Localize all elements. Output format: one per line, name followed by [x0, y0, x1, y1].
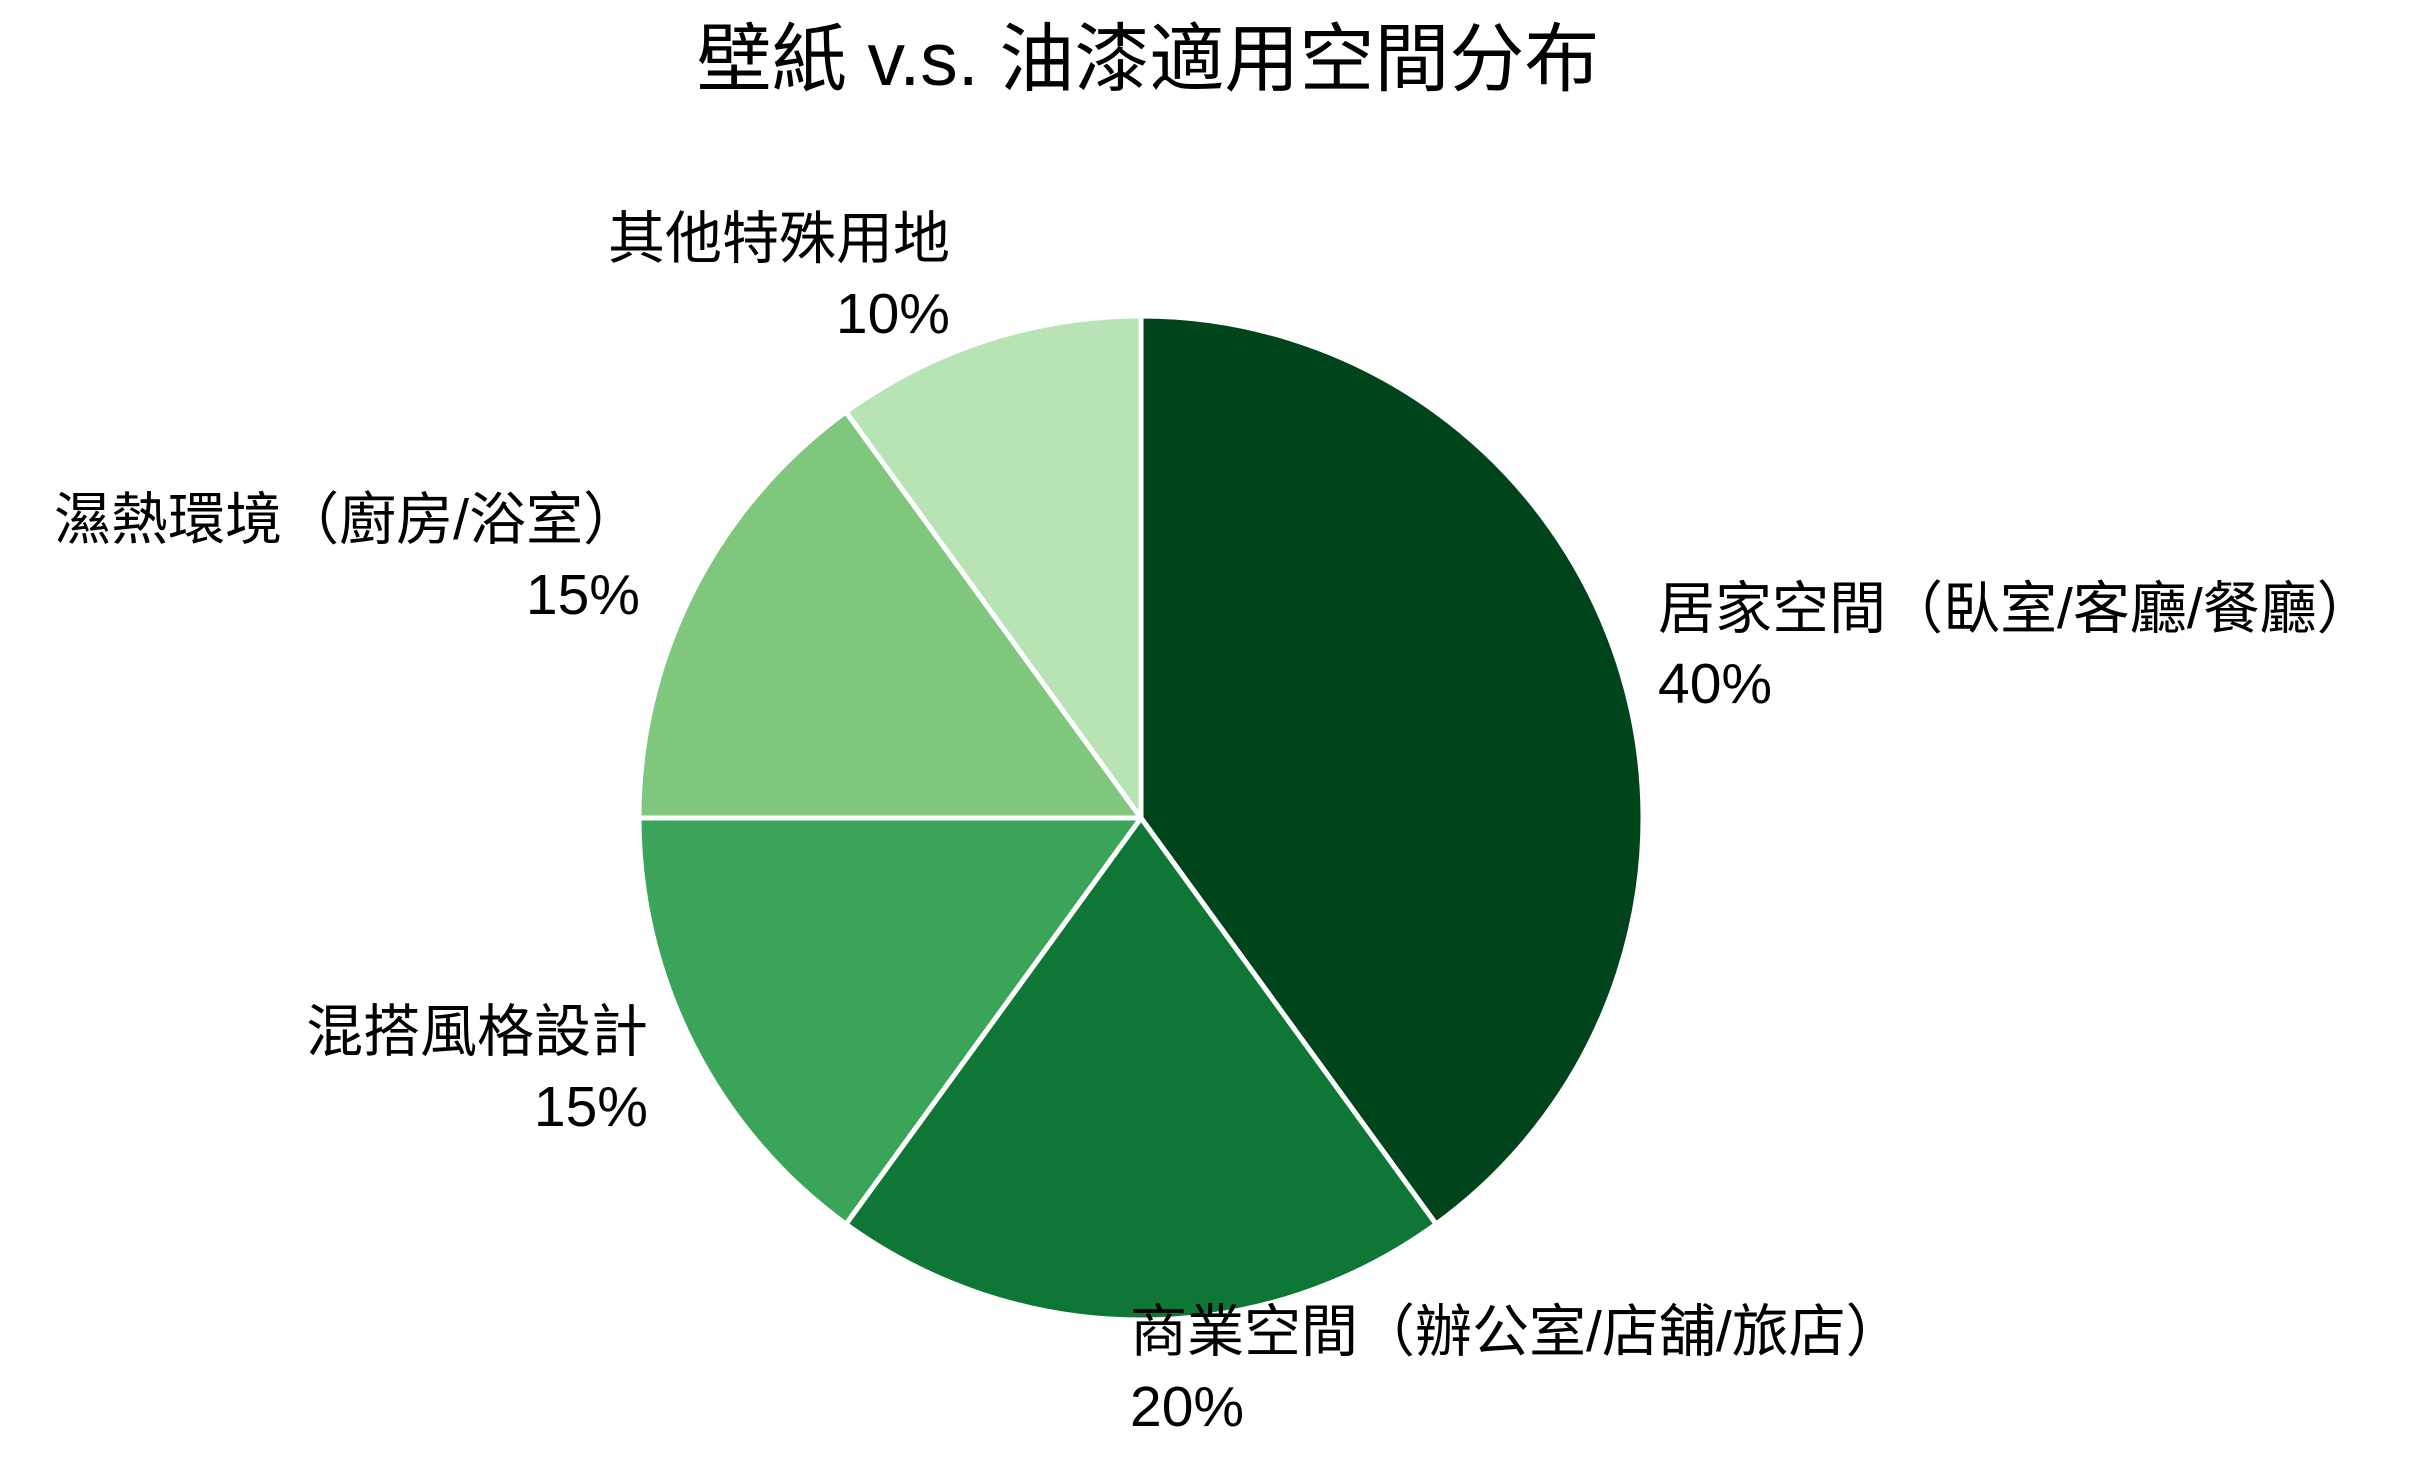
slice-label-home-percent: 40%	[1658, 652, 1773, 717]
slice-label-humid: 濕熱環境（廚房/浴室） 15%	[54, 483, 640, 633]
slice-label-mixed-percent: 15%	[533, 1075, 648, 1140]
pie-slice-1	[843, 815, 1439, 1323]
slice-label-commercial: 商業空間（辦公室/店舖/旅店） 20%	[1130, 1295, 1903, 1445]
slice-label-commercial-percent: 20%	[1130, 1375, 1245, 1440]
slice-label-mixed-text: 混搭風格設計	[306, 1000, 648, 1064]
slice-label-other-percent: 10%	[835, 282, 950, 347]
slice-label-humid-percent: 15%	[525, 563, 640, 628]
slice-label-mixed: 混搭風格設計 15%	[306, 995, 648, 1145]
chart-title: 壁紙 v.s. 油漆適用空間分布	[696, 17, 1600, 101]
slice-label-commercial-text: 商業空間（辦公室/店舖/旅店）	[1130, 1300, 1903, 1364]
pie-slice-4	[843, 313, 1144, 821]
slice-label-other: 其他特殊用地 10%	[608, 202, 950, 352]
pie-slice-3	[636, 409, 1144, 821]
pie-slice-2	[636, 815, 1144, 1227]
slice-label-other-text: 其他特殊用地	[608, 207, 950, 271]
slice-label-humid-text: 濕熱環境（廚房/浴室）	[54, 488, 640, 552]
slice-label-home: 居家空間（臥室/客廳/餐廳） 40%	[1658, 572, 2374, 722]
pie-slice-0	[1138, 313, 1646, 1227]
slice-label-home-text: 居家空間（臥室/客廳/餐廳）	[1658, 577, 2374, 641]
